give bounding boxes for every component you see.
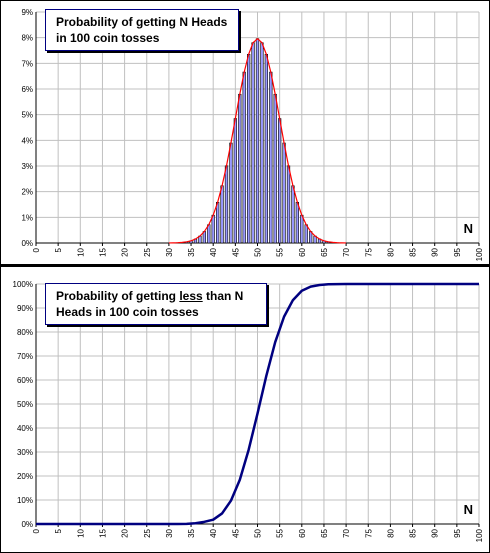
pdf-y-tick-label: 2% [21,188,33,197]
cdf-y-tick-label: 10% [17,496,33,505]
pdf-bar [211,214,215,244]
pdf-y-tick-label: 1% [21,213,33,222]
cdf-x-tick-label: 50 [254,528,263,537]
cdf-title-part2: than N Heads in 100 coin tosses [56,289,244,319]
pdf-x-tick-label: 0 [32,247,41,252]
pdf-x-tick-label: 55 [276,247,285,256]
cdf-x-tick-label: 0 [32,528,41,533]
pdf-x-tick-label: 65 [320,247,329,256]
pdf-x-tick-label: 25 [143,247,152,256]
pdf-x-tick-label: 35 [187,247,196,256]
pdf-x-tick-label: 85 [409,247,418,256]
cdf-chart-title: Probability of getting less than N Heads… [45,283,267,325]
pdf-bar [207,224,211,244]
cdf-x-tick-label: 60 [298,528,307,537]
pdf-bar [220,185,224,244]
cdf-y-tick-label: 50% [17,400,33,409]
pdf-bar [233,118,237,244]
chart-divider [1,264,489,267]
pdf-x-tick-label: 100 [475,247,484,261]
pdf-x-tick-label: 80 [386,247,395,256]
pdf-x-tick-label: 5 [54,247,63,252]
cdf-x-tick-label: 80 [386,528,395,537]
pdf-bar [282,142,286,244]
pdf-y-tick-label: 5% [21,111,33,120]
pdf-bar [269,71,273,244]
cdf-y-tick-label: 40% [17,424,33,433]
pdf-x-tick-label: 45 [231,247,240,256]
cdf-x-tick-label: 15 [98,528,107,537]
pdf-n-axis-label: N [464,221,473,236]
pdf-y-tick-label: 6% [21,85,33,94]
cdf-y-tick-label: 30% [17,448,33,457]
cdf-x-tick-label: 30 [165,528,174,537]
pdf-x-tick-label: 60 [298,247,307,256]
pdf-x-tick-label: 20 [121,247,130,256]
pdf-x-tick-label: 50 [254,247,263,256]
pdf-curve [168,37,347,244]
pdf-y-tick-label: 0% [21,239,33,248]
cdf-x-tick-label: 35 [187,528,196,537]
pdf-x-tick-label: 95 [453,247,462,256]
cdf-curve [36,282,479,526]
cdf-x-tick-label: 85 [409,528,418,537]
cdf-x-tick-label: 40 [209,528,218,537]
cdf-x-tick-label: 90 [431,528,440,537]
cdf-x-tick-label: 45 [231,528,240,537]
cdf-y-tick-label: 80% [17,328,33,337]
cdf-x-tick-label: 10 [76,528,85,537]
pdf-bar [278,118,282,244]
cdf-x-tick-label: 95 [453,528,462,537]
cdf-y-tick-label: 60% [17,376,33,385]
pdf-x-tick-label: 70 [342,247,351,256]
cdf-y-tick-label: 70% [17,352,33,361]
pdf-bar [291,185,295,244]
pdf-y-tick-label: 7% [21,59,33,68]
cdf-x-tick-label: 65 [320,528,329,537]
pdf-title-text: Probability of getting N Heads in 100 co… [56,15,228,45]
pdf-bar [247,53,251,244]
pdf-y-tick-label: 9% [21,8,33,17]
cdf-title-underlined: less [179,289,203,303]
cdf-x-tick-label: 100 [475,528,484,542]
cdf-x-tick-label: 25 [143,528,152,537]
pdf-bar [255,38,260,244]
pdf-bar [286,165,291,244]
pdf-bar [304,224,308,244]
pdf-chart-title: Probability of getting N Heads in 100 co… [45,9,239,51]
pdf-bar [251,42,255,244]
cdf-y-tick-label: 100% [13,280,33,289]
pdf-x-tick-label: 10 [76,247,85,256]
cdf-x-tick-label: 70 [342,528,351,537]
pdf-bar [273,93,277,244]
pdf-x-tick-label: 75 [364,247,373,256]
cdf-x-tick-label: 5 [54,528,63,533]
cdf-x-tick-label: 20 [121,528,130,537]
pdf-bar [216,201,220,244]
pdf-x-tick-label: 30 [165,247,174,256]
pdf-bar [238,93,242,244]
cdf-title-part1: Probability of getting [56,289,180,303]
pdf-bar [224,165,229,244]
pdf-y-tick-label: 8% [21,34,33,43]
pdf-bar [300,214,304,244]
pdf-bar [260,42,264,244]
pdf-x-tick-label: 40 [209,247,218,256]
pdf-bar [242,71,246,244]
cdf-n-axis-label: N [464,502,473,517]
pdf-x-tick-label: 15 [98,247,107,256]
cdf-y-tick-label: 0% [21,520,33,529]
pdf-bar [229,142,233,244]
cdf-y-tick-label: 90% [17,304,33,313]
cdf-x-tick-label: 75 [364,528,373,537]
pdf-bar [264,53,268,244]
cdf-y-tick-label: 20% [17,472,33,481]
cdf-x-tick-label: 55 [276,528,285,537]
pdf-bar [295,201,299,244]
pdf-x-tick-label: 90 [431,247,440,256]
pdf-y-tick-label: 4% [21,136,33,145]
cdf-chart: 0% 10% 20% 30% 40% 50% 60% 70% 80% 90% 100% 0 5 10 15 2… [13,280,484,542]
pdf-y-tick-label: 3% [21,162,33,171]
